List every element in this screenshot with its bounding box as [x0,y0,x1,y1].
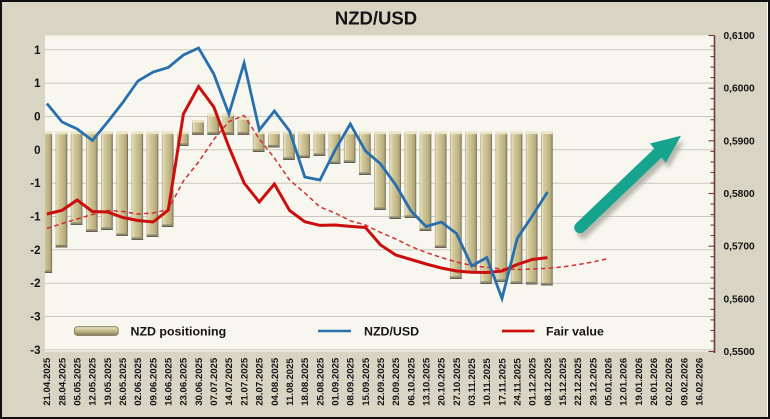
svg-text:16.02.2026: 16.02.2026 [695,358,706,406]
svg-text:Fair value: Fair value [546,325,604,339]
svg-text:22.12.2025: 22.12.2025 [573,357,584,406]
svg-text:02.06.2025: 02.06.2025 [133,357,144,406]
svg-text:02.02.2026: 02.02.2026 [664,358,675,406]
svg-text:06.10.2025: 06.10.2025 [406,357,417,406]
svg-text:07.07.2025: 07.07.2025 [209,357,220,406]
svg-text:11.08.2025: 11.08.2025 [285,358,296,406]
svg-text:08.12.2025: 08.12.2025 [543,357,554,406]
svg-text:28.04.2025: 28.04.2025 [57,357,68,406]
svg-text:23.06.2025: 23.06.2025 [179,357,190,406]
svg-text:-3: -3 [30,312,40,324]
svg-text:NZD/USD: NZD/USD [335,8,417,29]
svg-text:0,6100: 0,6100 [724,31,755,42]
svg-text:01.12.2025: 01.12.2025 [528,357,539,406]
svg-text:-3: -3 [30,345,40,357]
svg-text:-2: -2 [30,278,40,290]
svg-text:29.09.2025: 29.09.2025 [391,357,402,406]
svg-text:21.04.2025: 21.04.2025 [42,357,53,406]
svg-text:25.08.2025: 25.08.2025 [315,357,326,406]
svg-text:0,5800: 0,5800 [724,189,755,200]
svg-text:04.08.2025: 04.08.2025 [270,357,281,406]
svg-text:18.08.2025: 18.08.2025 [300,357,311,406]
svg-text:30.06.2025: 30.06.2025 [194,357,205,406]
svg-text:0,6000: 0,6000 [724,84,755,95]
svg-text:15.09.2025: 15.09.2025 [361,357,372,406]
svg-text:22.09.2025: 22.09.2025 [376,357,387,406]
svg-text:05.01.2026: 05.01.2026 [604,358,615,406]
svg-text:0,5600: 0,5600 [724,294,755,305]
svg-text:0: 0 [34,145,40,157]
svg-text:14.07.2025: 14.07.2025 [224,357,235,406]
svg-text:0: 0 [34,112,40,124]
svg-text:29.12.2025: 29.12.2025 [588,357,599,406]
svg-text:0,5500: 0,5500 [724,347,755,358]
svg-text:28.07.2025: 28.07.2025 [255,357,266,406]
svg-text:16.06.2025: 16.06.2025 [164,357,175,406]
svg-text:0,5700: 0,5700 [724,242,755,253]
svg-text:-1: -1 [30,178,41,190]
svg-text:26.05.2025: 26.05.2025 [118,357,129,406]
svg-text:21.07.2025: 21.07.2025 [239,357,250,406]
svg-text:-1: -1 [30,212,41,224]
svg-text:03.11.2025: 03.11.2025 [467,358,478,406]
svg-text:10.11.2025: 10.11.2025 [482,358,493,406]
svg-text:08.09.2025: 08.09.2025 [346,357,357,406]
svg-text:-2: -2 [30,245,40,257]
svg-text:01.09.2025: 01.09.2025 [330,357,341,406]
svg-text:26.01.2026: 26.01.2026 [649,358,660,406]
svg-text:0,5900: 0,5900 [724,136,755,147]
svg-text:05.05.2025: 05.05.2025 [73,357,84,406]
svg-text:15.12.2025: 15.12.2025 [558,357,569,406]
svg-text:12.01.2026: 12.01.2026 [619,358,630,406]
svg-text:19.05.2025: 19.05.2025 [103,357,114,406]
svg-text:19.01.2026: 19.01.2026 [634,358,645,406]
svg-text:17.11.2025: 17.11.2025 [497,358,508,406]
svg-text:20.10.2025: 20.10.2025 [437,357,448,406]
svg-text:09.02.2026: 09.02.2026 [679,358,690,406]
svg-text:NZD positioning: NZD positioning [131,325,227,339]
svg-text:09.06.2025: 09.06.2025 [148,357,159,406]
svg-text:1: 1 [34,78,41,90]
svg-text:1: 1 [34,45,41,57]
svg-text:12.05.2025: 12.05.2025 [88,357,99,406]
svg-text:24.11.2025: 24.11.2025 [513,358,524,406]
svg-text:27.10.2025: 27.10.2025 [452,357,463,406]
svg-text:NZD/USD: NZD/USD [364,325,419,339]
svg-text:13.10.2025: 13.10.2025 [421,357,432,406]
